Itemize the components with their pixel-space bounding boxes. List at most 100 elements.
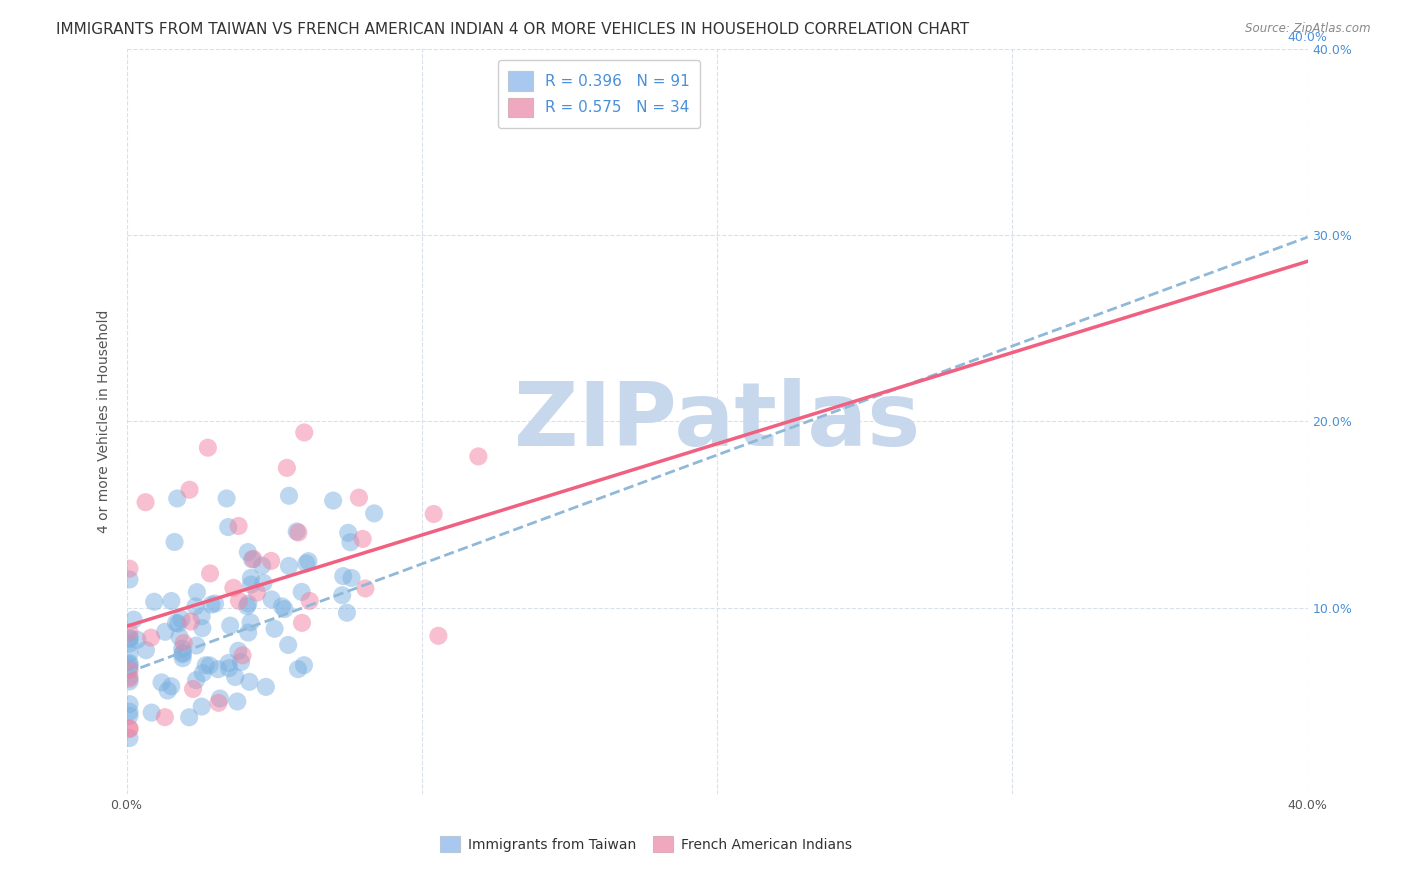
Point: [239, 577, 262, 591]
Point: [118, 625, 141, 640]
Point: [118, 705, 141, 719]
Point: [228, 593, 250, 607]
Point: [135, 643, 157, 657]
Point: [190, 609, 212, 624]
Point: [226, 694, 249, 708]
Point: [222, 581, 245, 595]
Point: [118, 672, 141, 686]
Point: [118, 573, 141, 587]
Point: [291, 585, 314, 599]
Point: [204, 597, 226, 611]
Point: [163, 535, 186, 549]
Point: [422, 507, 444, 521]
Point: [172, 646, 194, 660]
Point: [277, 638, 299, 652]
Point: [118, 657, 141, 672]
Point: [207, 662, 229, 676]
Point: [292, 425, 315, 440]
Point: [292, 658, 315, 673]
Point: [118, 561, 141, 575]
Point: [181, 681, 204, 696]
Point: [229, 655, 252, 669]
Point: [118, 722, 141, 736]
Point: [173, 636, 195, 650]
Point: [239, 615, 262, 630]
Point: [427, 629, 450, 643]
Point: [118, 647, 141, 661]
Point: [180, 615, 202, 629]
Point: [198, 658, 221, 673]
Y-axis label: 4 or more Vehicles in Household: 4 or more Vehicles in Household: [97, 310, 111, 533]
Point: [246, 585, 269, 599]
Point: [218, 656, 240, 670]
Point: [236, 545, 259, 559]
Point: [122, 613, 145, 627]
Point: [363, 507, 385, 521]
Point: [287, 525, 309, 540]
Point: [232, 648, 254, 663]
Text: ZIPatlas: ZIPatlas: [515, 378, 920, 465]
Point: [141, 706, 163, 720]
Point: [194, 658, 217, 673]
Point: [191, 665, 214, 680]
Point: [139, 631, 162, 645]
Point: [135, 495, 157, 509]
Point: [179, 483, 201, 497]
Point: [224, 670, 246, 684]
Point: [278, 558, 301, 573]
Point: [339, 535, 361, 549]
Point: [150, 675, 173, 690]
Point: [260, 592, 283, 607]
Point: [240, 552, 263, 566]
Point: [467, 450, 489, 464]
Point: [340, 571, 363, 585]
Point: [208, 691, 231, 706]
Point: [118, 670, 141, 684]
Point: [330, 588, 353, 602]
Point: [170, 612, 193, 626]
Point: [218, 661, 240, 675]
Point: [153, 624, 176, 639]
Point: [118, 637, 141, 651]
Point: [186, 639, 208, 653]
Point: [143, 595, 166, 609]
Point: [239, 571, 262, 585]
Point: [298, 594, 321, 608]
Point: [179, 710, 201, 724]
Point: [118, 697, 141, 711]
Point: [190, 699, 212, 714]
Point: [217, 520, 239, 534]
Point: [118, 731, 141, 745]
Point: [118, 722, 141, 736]
Point: [291, 615, 314, 630]
Point: [118, 674, 141, 689]
Point: [197, 441, 219, 455]
Point: [167, 616, 190, 631]
Point: [207, 696, 229, 710]
Point: [153, 710, 176, 724]
Point: [347, 491, 370, 505]
Point: [118, 663, 141, 677]
Point: [200, 598, 222, 612]
Point: [118, 709, 141, 723]
Point: [118, 656, 141, 670]
Point: [276, 461, 298, 475]
Point: [165, 615, 187, 630]
Point: [260, 554, 283, 568]
Point: [160, 594, 183, 608]
Point: [295, 557, 318, 571]
Point: [332, 569, 354, 583]
Point: [238, 625, 260, 640]
Legend: Immigrants from Taiwan, French American Indians: Immigrants from Taiwan, French American …: [434, 830, 858, 858]
Point: [191, 621, 214, 635]
Point: [184, 673, 207, 687]
Point: [118, 632, 141, 646]
Point: [352, 532, 374, 546]
Point: [297, 554, 319, 568]
Point: [172, 641, 194, 656]
Point: [156, 683, 179, 698]
Point: [354, 582, 377, 596]
Point: [242, 552, 264, 566]
Text: Source: ZipAtlas.com: Source: ZipAtlas.com: [1246, 22, 1371, 36]
Point: [287, 662, 309, 676]
